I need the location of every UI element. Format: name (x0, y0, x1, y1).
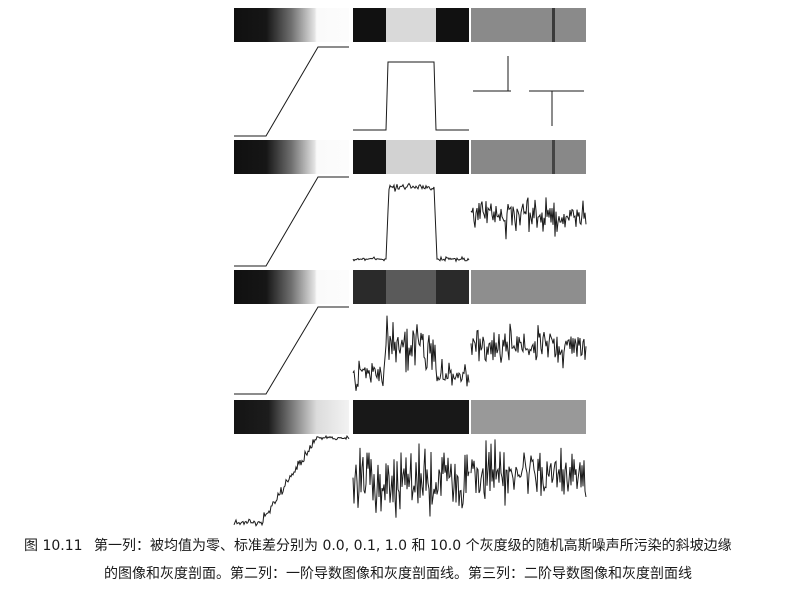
ramp-image-std-0.1 (234, 140, 349, 174)
second-derivative-image-std-0 (471, 8, 586, 42)
second-derivative-profile-std-0 (473, 56, 584, 126)
row4-profiles (233, 434, 587, 527)
figure-number: 图 10.11 (24, 538, 83, 554)
row4-images (234, 400, 586, 434)
first-derivative-image-std-0.1 (353, 140, 469, 174)
ramp-profile-std-10.0 (233, 434, 350, 527)
second-derivative-image-std-10.0 (471, 400, 586, 434)
first-derivative-profile-std-0 (353, 61, 469, 131)
ramp-profile-std-0 (234, 46, 349, 137)
first-derivative-image-std-10.0 (353, 400, 469, 434)
first-derivative-profile-std-0.1 (352, 182, 470, 263)
first-derivative-image-std-1.0 (353, 270, 469, 304)
figure-panels (233, 8, 587, 527)
second-derivative-profile-std-0.1 (470, 197, 587, 240)
ramp-image-std-1.0 (234, 270, 349, 304)
first-derivative-profile-std-10.0 (352, 443, 470, 518)
second-derivative-image-std-0.1 (471, 140, 586, 174)
first-derivative-image-std-0 (353, 8, 469, 42)
row3-images (234, 270, 586, 304)
row3-profiles (234, 306, 587, 395)
ramp-image-std-10.0 (234, 400, 349, 434)
caption-line-2: 的图像和灰度剖面。第二列：一阶导数图像和灰度剖面线。第三列：二阶导数图像和灰度剖… (104, 566, 692, 582)
ramp-profile-std-0.1 (234, 176, 349, 267)
row1-profiles (234, 46, 584, 137)
second-derivative-profile-std-10.0 (470, 439, 587, 506)
figure-caption: 图 10.11 第一列：被均值为零、标准差分别为 0.0, 0.1, 1.0 和… (24, 532, 794, 588)
caption-line-1: 第一列：被均值为零、标准差分别为 0.0, 0.1, 1.0 和 10.0 个灰… (94, 538, 732, 554)
ramp-profile-std-1.0 (234, 306, 349, 395)
second-derivative-image-std-1.0 (471, 270, 586, 304)
row2-profiles (234, 176, 587, 267)
row2-images (234, 140, 586, 174)
first-derivative-profile-std-1.0 (352, 315, 470, 391)
second-derivative-profile-std-1.0 (470, 323, 587, 369)
ramp-image-std-0 (234, 8, 349, 42)
row1-images (234, 8, 586, 42)
